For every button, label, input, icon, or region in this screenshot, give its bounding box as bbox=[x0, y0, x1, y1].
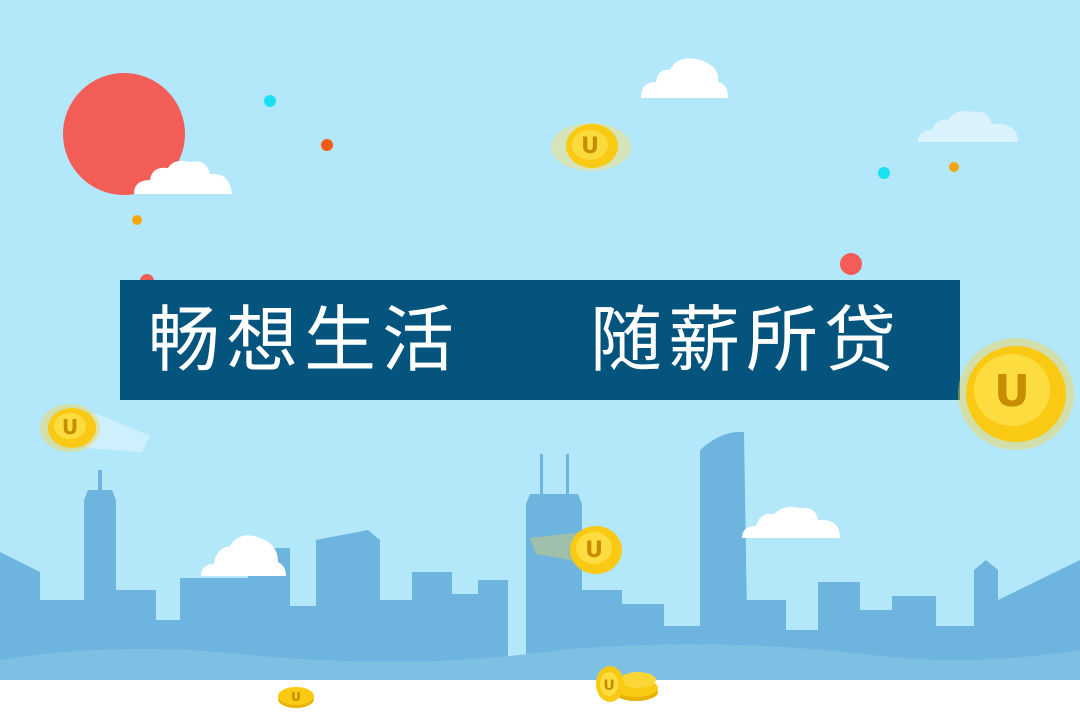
ground-strip bbox=[0, 680, 1080, 712]
dot-icon bbox=[949, 162, 959, 172]
coin-icon: U bbox=[551, 123, 631, 171]
cloud-icon bbox=[134, 160, 232, 194]
dot-icon bbox=[321, 139, 333, 151]
headline-banner: 畅想生活 随薪所贷 bbox=[120, 280, 960, 400]
dot-icon bbox=[132, 215, 142, 225]
cloud-icon bbox=[918, 111, 1018, 142]
coin-letter: U bbox=[291, 690, 301, 704]
headline-left: 畅想生活 bbox=[148, 298, 461, 382]
cloud-icon bbox=[201, 535, 286, 576]
coin-letter: U bbox=[994, 366, 1030, 417]
headline-right: 随薪所贷 bbox=[590, 298, 903, 382]
cloud-icon bbox=[641, 58, 728, 98]
coin-icon: U bbox=[278, 687, 314, 708]
coin-letter: U bbox=[603, 678, 614, 694]
coin-icon: U bbox=[958, 338, 1074, 450]
coin-icon: U bbox=[40, 404, 150, 452]
dot-icon bbox=[264, 95, 276, 107]
coin-letter: U bbox=[581, 134, 599, 159]
coin-icon: U bbox=[530, 526, 622, 574]
dot-icon bbox=[878, 167, 890, 179]
dot-icon bbox=[840, 253, 862, 275]
coin-letter: U bbox=[62, 415, 78, 439]
coin-letter: U bbox=[585, 538, 603, 563]
coin-pile-icon: U bbox=[596, 666, 658, 702]
cloud-icon bbox=[742, 506, 840, 538]
